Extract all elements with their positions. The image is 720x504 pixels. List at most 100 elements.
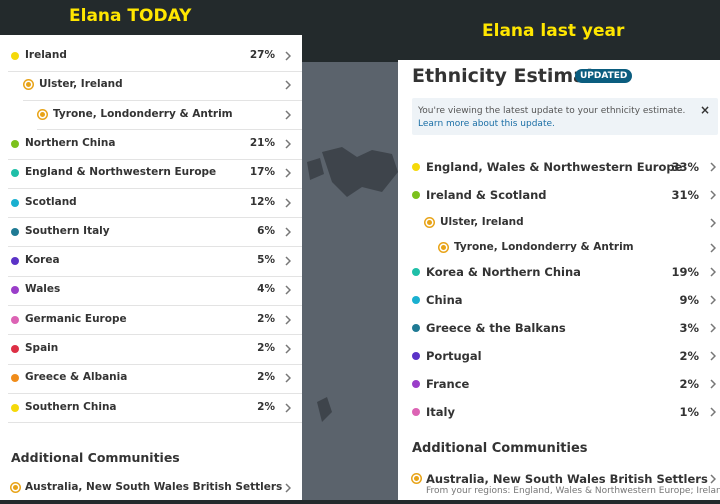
- chevron[interactable]: [285, 168, 291, 178]
- notice-link[interactable]: Learn more about this update.: [418, 119, 555, 129]
- region-name: Greece & Albania: [25, 371, 128, 384]
- chevron[interactable]: [285, 256, 291, 266]
- color-dot: [11, 345, 19, 353]
- map-shapes: [307, 147, 398, 422]
- region-percent: 33%: [671, 160, 699, 174]
- color-dot: [412, 352, 420, 360]
- region-name: Spain: [25, 342, 59, 354]
- region-row[interactable]: Korea & Northern China 19%: [398, 262, 720, 282]
- chevron[interactable]: [710, 407, 716, 417]
- chevron-path: [285, 285, 291, 295]
- chevron[interactable]: [285, 139, 291, 149]
- region-row[interactable]: England, Wales & Northwestern Europe 33%: [398, 157, 720, 177]
- chevron[interactable]: [710, 218, 716, 228]
- notice-text: You're viewing the latest update to your…: [418, 106, 686, 116]
- chevron-path: [710, 218, 716, 228]
- community-row[interactable]: Australia, New South Wales British Settl…: [0, 478, 302, 500]
- region-row[interactable]: Ulster, Ireland: [398, 213, 720, 233]
- color-dot: [412, 380, 420, 388]
- chevron-path: [710, 242, 716, 253]
- region-percent: 9%: [679, 293, 699, 307]
- region-name: France: [426, 377, 470, 391]
- region-row[interactable]: Ireland 27%: [0, 46, 302, 66]
- region-percent: 6%: [257, 224, 275, 237]
- color-dot: [11, 227, 19, 236]
- chevron-path: [710, 379, 716, 389]
- right-title: Elana last year: [482, 21, 625, 41]
- chevron[interactable]: [285, 227, 291, 237]
- separator: [8, 305, 302, 307]
- chevron[interactable]: [285, 344, 291, 354]
- region-name: Ulster, Ireland: [39, 78, 123, 91]
- chevron[interactable]: [285, 110, 291, 120]
- region-percent: 2%: [257, 312, 275, 325]
- region-row[interactable]: Greece & the Balkans 3%: [398, 318, 720, 338]
- chevron[interactable]: [285, 51, 291, 61]
- region-row[interactable]: China 9%: [398, 290, 720, 310]
- region-name: Portugal: [426, 349, 482, 363]
- region-row[interactable]: Greece & Albania 2%: [0, 368, 302, 388]
- chevron[interactable]: [285, 80, 291, 90]
- region-row[interactable]: Ireland & Scotland 31%: [398, 185, 720, 205]
- landmass: [307, 158, 324, 180]
- region-row[interactable]: Tyrone, Londonderry & Antrim: [0, 105, 302, 125]
- chevron-path: [710, 162, 716, 172]
- region-row[interactable]: England & Northwestern Europe 17%: [0, 163, 302, 183]
- region-row[interactable]: Wales 4%: [0, 280, 302, 300]
- color-dot: [11, 286, 19, 295]
- region-percent: 17%: [249, 166, 275, 179]
- region-name: Germanic Europe: [25, 312, 127, 325]
- region-row[interactable]: Spain 2%: [0, 339, 302, 359]
- region-row[interactable]: Portugal 2%: [398, 346, 720, 366]
- close-button[interactable]: ×: [700, 103, 711, 117]
- region-row[interactable]: Northern China 21%: [0, 134, 302, 154]
- region-name: Greece & the Balkans: [426, 321, 566, 335]
- chevron[interactable]: [710, 295, 716, 305]
- chevron[interactable]: [285, 315, 291, 325]
- chevron[interactable]: [710, 190, 716, 200]
- chevron[interactable]: [710, 379, 716, 389]
- map-background: [302, 62, 398, 500]
- region-percent: 12%: [249, 195, 275, 208]
- region-row[interactable]: Southern China 2%: [0, 398, 302, 418]
- region-row[interactable]: Germanic Europe 2%: [0, 310, 302, 330]
- chevron[interactable]: [285, 483, 291, 493]
- chevron[interactable]: [285, 403, 291, 413]
- chevron[interactable]: [285, 197, 291, 208]
- region-row[interactable]: Italy 1%: [398, 402, 720, 422]
- region-row[interactable]: Ulster, Ireland: [0, 75, 302, 95]
- region-row[interactable]: Korea 5%: [0, 251, 302, 271]
- region-row[interactable]: France 2%: [398, 374, 720, 394]
- region-row[interactable]: Tyrone, Londonderry & Antrim: [398, 238, 720, 258]
- community-row[interactable]: Australia, New South Wales British Settl…: [398, 469, 720, 499]
- chevron[interactable]: [710, 323, 716, 333]
- chevron[interactable]: [710, 162, 716, 172]
- chevron-path: [285, 256, 291, 266]
- sub-icon: [441, 244, 446, 250]
- community-name: Australia, New South Wales British Settl…: [25, 480, 283, 493]
- chevron-path: [285, 344, 291, 354]
- chevron[interactable]: [285, 285, 291, 295]
- chevron-path: [285, 197, 291, 208]
- region-row[interactable]: Scotland 12%: [0, 193, 302, 213]
- region-name: China: [426, 293, 463, 307]
- chevron[interactable]: [710, 351, 716, 361]
- chevron[interactable]: [710, 242, 716, 253]
- separator: [8, 70, 302, 72]
- chevron[interactable]: [710, 267, 716, 277]
- right-panel: Ethnicity Estimate UPDATED You're viewin…: [398, 60, 720, 500]
- chevron[interactable]: [710, 474, 716, 484]
- region-name: Italy: [426, 405, 455, 419]
- notice-box: You're viewing the latest update to your…: [412, 98, 718, 135]
- separator: [8, 217, 302, 219]
- chevron[interactable]: [285, 373, 291, 383]
- chevron-path: [285, 139, 291, 149]
- sub-icon: [40, 111, 45, 117]
- region-row[interactable]: Southern Italy 6%: [0, 222, 302, 242]
- left-panel: Ireland 27% Ulster, Ireland Tyrone, Londond…: [0, 35, 302, 500]
- sub-icon: [414, 476, 419, 481]
- region-percent: 2%: [257, 371, 275, 384]
- chevron-path: [710, 351, 716, 361]
- separator: [8, 422, 302, 424]
